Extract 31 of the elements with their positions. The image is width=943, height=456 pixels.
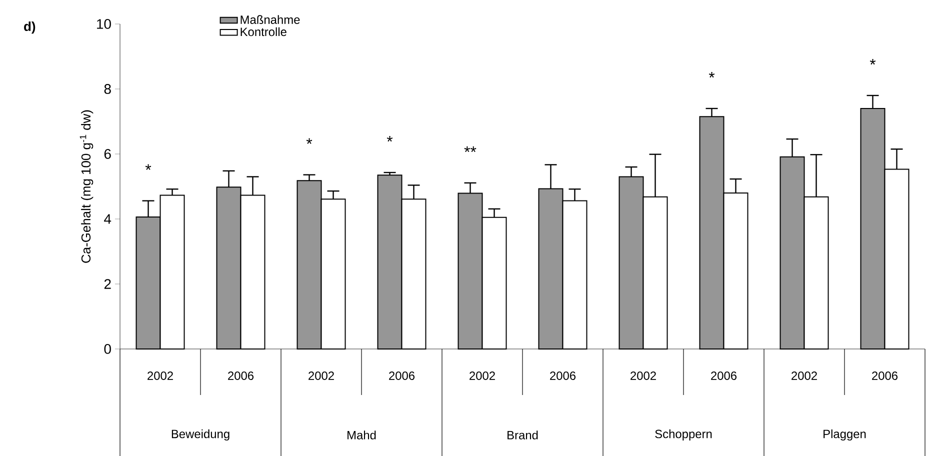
y-tick-label: 2 — [104, 279, 111, 289]
legend-label: Maßnahme — [240, 15, 300, 24]
data-label: * — [306, 138, 312, 144]
y-tick-label: 0 — [104, 344, 111, 354]
y-tick-label: 6 — [104, 149, 111, 159]
text: Schoppern — [655, 429, 712, 441]
legend-label: Kontrolle — [240, 27, 286, 36]
y-tick-label: 8 — [104, 84, 111, 94]
data-label: * — [145, 164, 152, 170]
chart-title: d) — [24, 22, 36, 34]
x-tick-label: 2002 — [792, 372, 817, 380]
x-tick-label: 2006 — [872, 372, 898, 380]
text: Brand — [508, 430, 538, 440]
x-tick-label: 2002 — [630, 372, 656, 380]
data-label: * — [386, 136, 393, 142]
text: Beweidung — [172, 429, 230, 441]
data-label: * — [708, 72, 715, 78]
text: Plaggen — [824, 429, 866, 441]
x-tick-label: 2002 — [148, 372, 173, 380]
x-tick-label: 2002 — [308, 372, 334, 380]
x-tick-label: 2006 — [550, 372, 576, 380]
x-tick-label: 2006 — [711, 372, 737, 380]
y-axis-title: Ca-Gehalt (mg 100 g$^{-1}$ dw) — [80, 110, 94, 263]
y-tick-label: 10 — [97, 19, 111, 29]
data-label: ** — [464, 146, 476, 152]
x-tick-label: 2006 — [228, 372, 254, 380]
x-tick-label: 2002 — [470, 372, 495, 380]
data-label: * — [870, 59, 876, 65]
x-tick-label: 2006 — [389, 372, 415, 380]
y-tick-label: 4 — [104, 214, 112, 224]
text: Mahd — [348, 430, 376, 440]
